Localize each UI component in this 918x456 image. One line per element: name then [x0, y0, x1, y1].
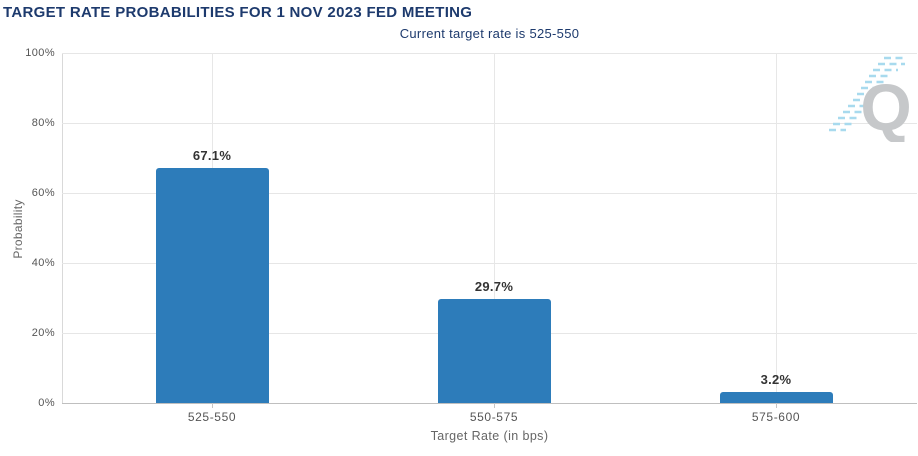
- y-axis-line: [62, 53, 63, 403]
- probability-bar[interactable]: [719, 391, 833, 403]
- x-tick-label: 525-550: [187, 410, 237, 424]
- probability-bar[interactable]: [155, 168, 269, 403]
- bar-value-label: 3.2%: [760, 371, 792, 387]
- x-tick-label: 550-575: [469, 410, 519, 424]
- x-tick-mark: [212, 403, 213, 408]
- y-gridline: [62, 263, 917, 264]
- y-gridline: [62, 53, 917, 54]
- y-tick-label: 40%: [31, 257, 55, 269]
- watermark-q-letter: Q: [860, 70, 911, 142]
- y-tick-label: 20%: [31, 327, 55, 339]
- bar-value-label: 67.1%: [192, 148, 232, 164]
- probability-bar[interactable]: [437, 299, 551, 403]
- y-axis-title: Probability: [11, 199, 25, 259]
- x-tick-mark: [494, 403, 495, 408]
- x-gridline: [494, 53, 495, 403]
- x-gridline: [776, 53, 777, 403]
- x-tick-label: 575-600: [751, 410, 801, 424]
- chart-title: TARGET RATE PROBABILITIES FOR 1 NOV 2023…: [3, 4, 473, 21]
- x-axis-title: Target Rate (in bps): [430, 429, 549, 443]
- quikstrike-q-logo-icon: Q: [829, 56, 912, 142]
- x-axis-line: [62, 403, 917, 404]
- y-gridline: [62, 193, 917, 194]
- y-gridline: [62, 123, 917, 124]
- bar-value-label: 29.7%: [474, 279, 514, 295]
- y-tick-label: 0%: [38, 397, 55, 409]
- y-tick-label: 100%: [25, 47, 55, 59]
- x-tick-mark: [776, 403, 777, 408]
- y-tick-label: 80%: [31, 117, 55, 129]
- y-tick-label: 60%: [31, 187, 55, 199]
- chart-subtitle: Current target rate is 525-550: [399, 26, 580, 41]
